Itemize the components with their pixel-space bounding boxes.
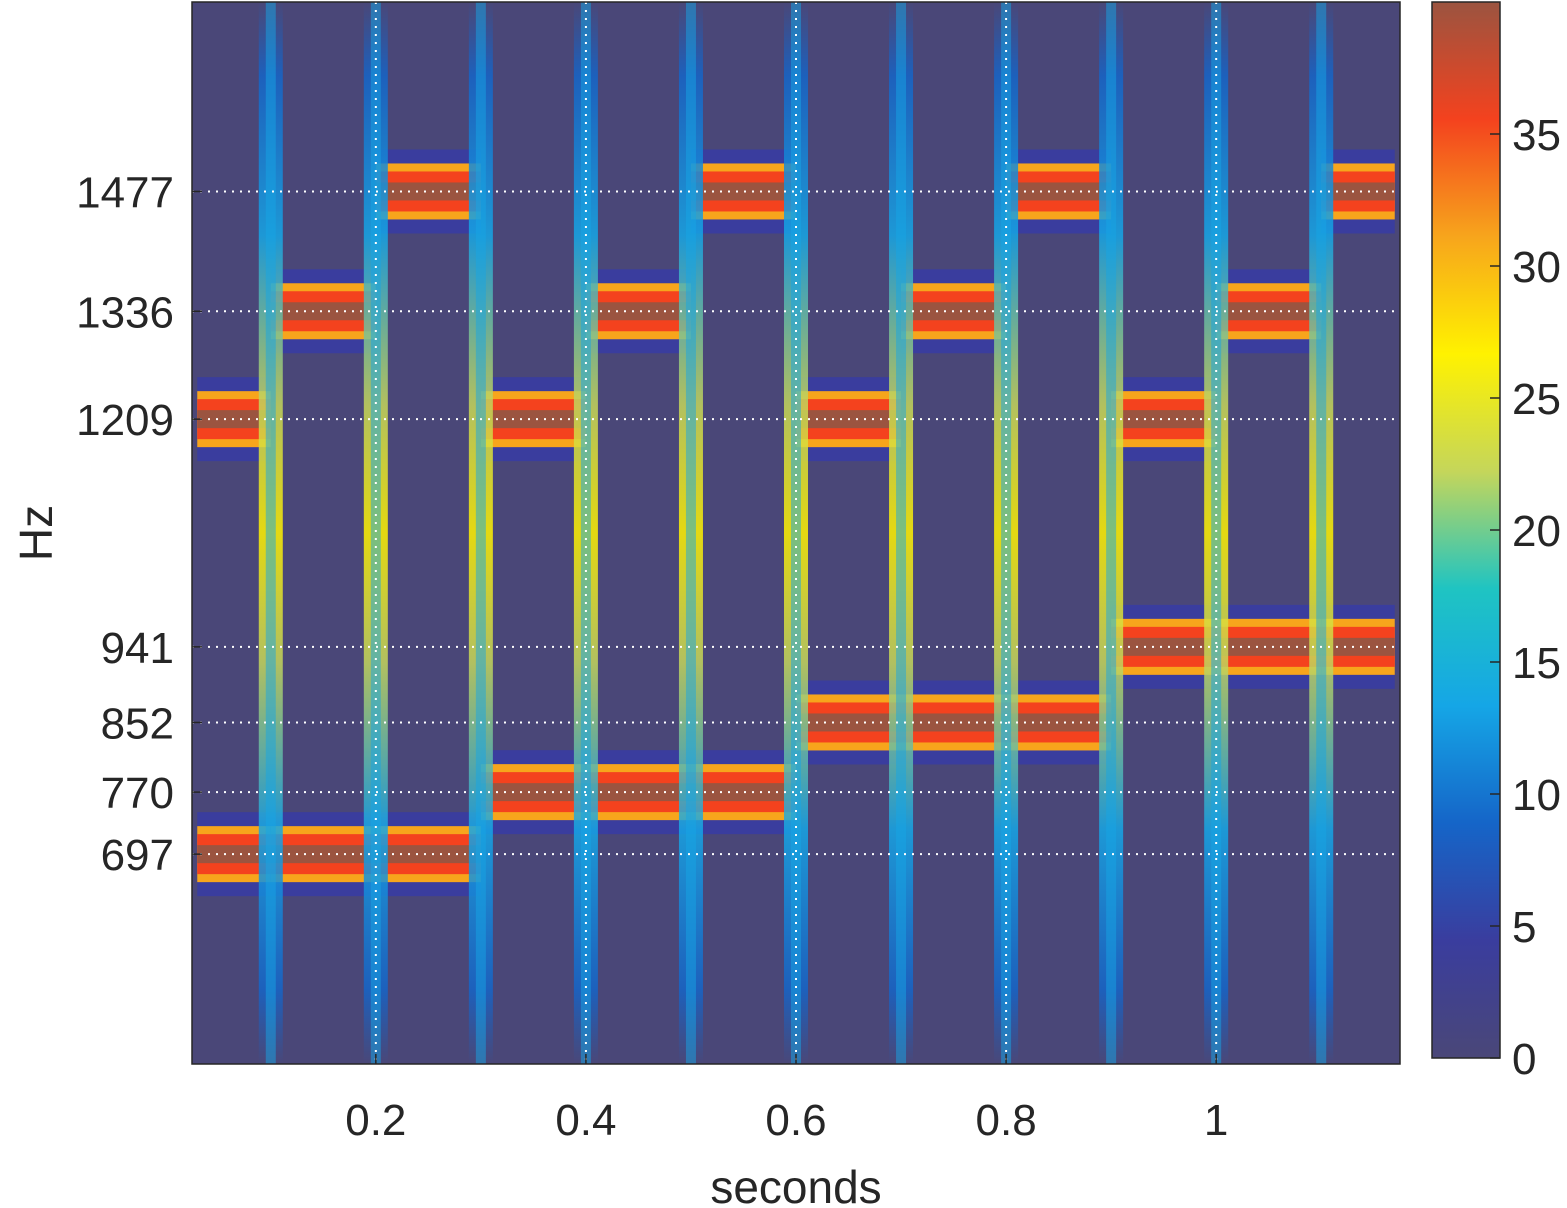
x-tick-label: 0.6 — [765, 1096, 826, 1145]
y-tick-label: 852 — [101, 699, 174, 748]
x-tick-label: 0.4 — [555, 1096, 616, 1145]
y-tick-label: 697 — [101, 831, 174, 880]
y-tick-label: 1209 — [76, 396, 174, 445]
high-tone-band-peak — [375, 182, 481, 201]
low-tone-band-peak — [480, 783, 586, 802]
tone-burst — [1111, 377, 1217, 689]
low-tone-band-peak — [375, 845, 481, 864]
transition-streak-core — [370, 2, 381, 1064]
high-tone-band-peak — [197, 410, 271, 429]
low-tone-band-peak — [1321, 637, 1395, 656]
y-axis-title: Hz — [10, 505, 62, 561]
transition-streak-core — [1211, 2, 1222, 1064]
low-tone-band-peak — [1006, 713, 1112, 732]
transition-streak-core — [1316, 2, 1327, 1064]
colorbar-tick-label: 0 — [1512, 1035, 1536, 1084]
low-tone-band-peak — [197, 845, 271, 864]
colorbar-tick-label: 30 — [1512, 243, 1561, 292]
y-tick-label: 770 — [101, 769, 174, 818]
low-tone-band-peak — [585, 783, 691, 802]
high-tone-band-peak — [690, 182, 796, 201]
high-tone-band-peak — [585, 302, 691, 321]
grid-lines — [192, 2, 1400, 1064]
x-tick-label: 0.2 — [345, 1096, 406, 1145]
transition-streak-core — [685, 2, 696, 1064]
tone-burst — [197, 377, 271, 897]
y-tick-label: 1336 — [76, 288, 174, 337]
transition-streak-core — [265, 2, 276, 1064]
low-tone-band-peak — [1111, 637, 1217, 656]
low-tone-band-peak — [690, 783, 796, 802]
colorbar-tick-label: 20 — [1512, 507, 1561, 556]
x-tick-label: 1 — [1204, 1096, 1228, 1145]
colorbar-tick-label: 5 — [1512, 903, 1536, 952]
transition-streak-core — [791, 2, 801, 1064]
colorbar-tick-label: 15 — [1512, 639, 1561, 688]
y-tick-label: 941 — [101, 624, 174, 673]
colorbar-tick-label: 25 — [1512, 375, 1561, 424]
transition-streak-core — [1001, 2, 1012, 1064]
low-tone-band-peak — [270, 845, 376, 864]
low-tone-band-peak — [1216, 637, 1322, 656]
tone-burst — [690, 149, 796, 835]
high-tone-band-peak — [270, 302, 376, 321]
high-tone-band-peak — [1321, 182, 1395, 201]
transition-streak-core — [1106, 2, 1117, 1064]
x-axis-title: seconds — [710, 1161, 881, 1208]
tone-burst — [270, 269, 376, 897]
x-tick-label: 0.8 — [976, 1096, 1037, 1145]
high-tone-band-peak — [480, 410, 586, 429]
high-tone-band-peak — [1216, 302, 1322, 321]
tone-burst — [1006, 149, 1112, 765]
transition-streak-core — [580, 2, 591, 1064]
axes: 0.2 0.4 0.6 0.8 1 697 770 852 941 1209 1336 1477 — [76, 168, 1228, 1145]
colorbar-tick-label: 35 — [1512, 111, 1561, 160]
high-tone-band-peak — [1006, 182, 1112, 201]
transition-streak-core — [896, 2, 907, 1064]
y-tick-label: 1477 — [76, 168, 174, 217]
high-tone-band-peak — [1111, 410, 1217, 429]
colorbar: 0 5 10 15 20 25 30 35 — [1431, 1, 1561, 1084]
plot-area — [197, 2, 1395, 1064]
colorbar-tick-label: 10 — [1512, 771, 1561, 820]
tone-burst — [1321, 149, 1395, 689]
colorbar-gradient — [1431, 1, 1501, 1059]
transition-streak-core — [475, 2, 486, 1064]
